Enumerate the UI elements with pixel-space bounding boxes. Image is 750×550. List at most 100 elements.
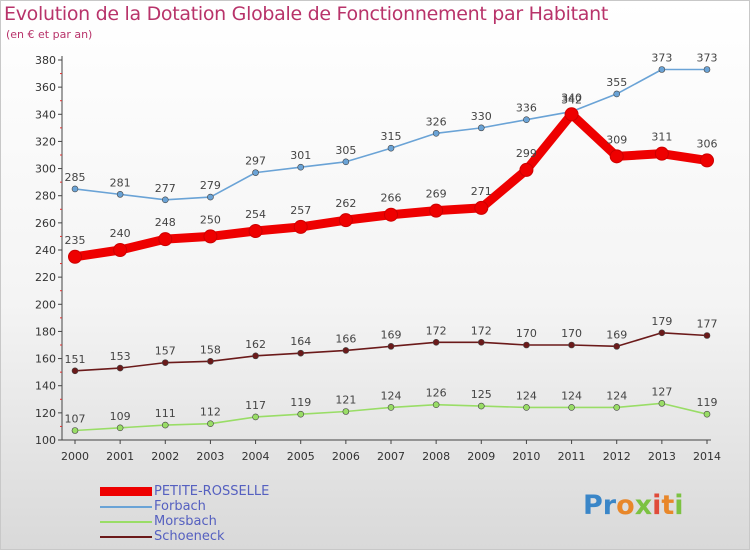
legend-swatch-schoeneck	[100, 536, 152, 538]
data-point	[703, 410, 711, 418]
data-point	[252, 413, 259, 421]
data-label: 248	[155, 216, 176, 229]
data-point	[297, 349, 305, 357]
data-point	[116, 191, 124, 198]
data-label: 315	[381, 130, 402, 143]
data-label: 169	[606, 328, 627, 341]
data-point	[297, 410, 305, 418]
data-label: 127	[651, 385, 672, 398]
x-tick-label: 2012	[603, 450, 631, 463]
data-label: 299	[516, 147, 537, 160]
y-tick-label: 200	[35, 298, 56, 311]
data-point	[71, 367, 79, 375]
y-tick-label: 160	[35, 353, 56, 366]
data-point	[654, 146, 669, 161]
data-point	[387, 404, 395, 411]
y-tick-label: 360	[35, 81, 56, 94]
data-label: 162	[245, 338, 266, 351]
x-tick-label: 2008	[422, 450, 450, 463]
x-tick-label: 2011	[558, 450, 586, 463]
x-tick-label: 2014	[693, 450, 721, 463]
data-point	[384, 207, 398, 222]
legend-label-petite-rosselle: PETITE-ROSSELLE	[154, 484, 270, 499]
data-point	[568, 341, 575, 349]
data-point	[248, 224, 263, 238]
data-label: 355	[606, 76, 627, 89]
y-tick-label: 120	[35, 407, 56, 420]
data-point	[116, 424, 124, 432]
data-label: 330	[471, 110, 492, 123]
data-label: 306	[697, 137, 718, 150]
x-tick-label: 2002	[151, 450, 179, 463]
legend-label-forbach: Forbach	[154, 499, 206, 514]
data-label: 172	[426, 324, 447, 337]
y-tick-label: 140	[35, 380, 56, 393]
data-point	[432, 129, 440, 137]
data-label: 277	[155, 182, 176, 195]
legend-label-morsbach: Morsbach	[154, 514, 217, 529]
data-point	[568, 404, 575, 411]
data-point	[207, 357, 214, 365]
chart-subtitle: (en € et par an)	[6, 28, 93, 41]
x-tick-label: 2006	[332, 450, 360, 463]
data-label: 342	[561, 94, 582, 107]
series-forbach: 285 281 277 279 297 301 305 315 326 330 336 342 355 3…	[65, 52, 718, 204]
data-label: 157	[155, 345, 176, 358]
data-label: 153	[110, 350, 131, 363]
data-label: 271	[471, 185, 492, 198]
data-label: 279	[200, 179, 221, 192]
data-point	[342, 408, 350, 415]
data-label: 336	[516, 102, 537, 115]
x-tick-label: 2007	[377, 450, 405, 463]
data-label: 179	[651, 315, 672, 328]
data-point	[609, 149, 624, 164]
data-point	[252, 169, 259, 176]
data-label: 158	[200, 343, 221, 356]
data-label: 269	[426, 188, 447, 201]
data-point	[161, 359, 169, 366]
chart-title: Evolution de la Dotation Globale de Fonc…	[4, 3, 609, 25]
series-schoeneck: 151 153 157 158 162 164 166 169 172 172 170 170 169 1…	[65, 315, 718, 375]
data-label: 124	[381, 389, 402, 402]
data-label: 262	[335, 197, 356, 210]
y-tick-label: 340	[35, 108, 56, 121]
data-point	[158, 232, 173, 247]
proxiti-logo: Proxiti	[583, 490, 684, 521]
data-point	[519, 162, 534, 177]
x-tick-label: 2005	[287, 450, 315, 463]
y-tick-label: 180	[35, 325, 56, 338]
data-point	[116, 364, 124, 372]
data-point	[477, 402, 485, 410]
series-morsbach: 107 109 111 112 117 119 121 124 126 125 124 124 124 1…	[65, 385, 718, 434]
data-point	[161, 196, 169, 204]
y-tick-label: 380	[35, 54, 56, 67]
data-label: 340	[561, 91, 582, 104]
data-label: 164	[290, 335, 311, 348]
data-point	[429, 203, 444, 218]
data-point	[703, 332, 711, 339]
data-label: 107	[65, 413, 86, 426]
data-point	[338, 213, 353, 228]
data-label: 119	[697, 396, 718, 409]
series-petite-rosselle: 235 240 248 250 254 257 262 266 269 271 299 340 309 3…	[65, 91, 718, 264]
data-label: 119	[290, 396, 311, 409]
data-label: 250	[200, 213, 221, 226]
data-label: 124	[516, 389, 537, 402]
data-point	[477, 338, 485, 346]
data-point	[658, 329, 666, 337]
data-point	[203, 229, 218, 244]
data-label: 170	[516, 327, 537, 340]
data-point	[71, 427, 79, 434]
x-tick-label: 2009	[467, 450, 495, 463]
legend-swatch-morsbach	[100, 521, 152, 523]
y-tick-label: 280	[35, 190, 56, 203]
data-point	[113, 243, 128, 257]
y-tick-label: 240	[35, 244, 56, 257]
data-point	[293, 219, 308, 234]
data-label: 111	[155, 407, 176, 420]
data-label: 240	[110, 227, 131, 240]
data-label: 172	[471, 324, 492, 337]
data-label: 170	[561, 327, 582, 340]
